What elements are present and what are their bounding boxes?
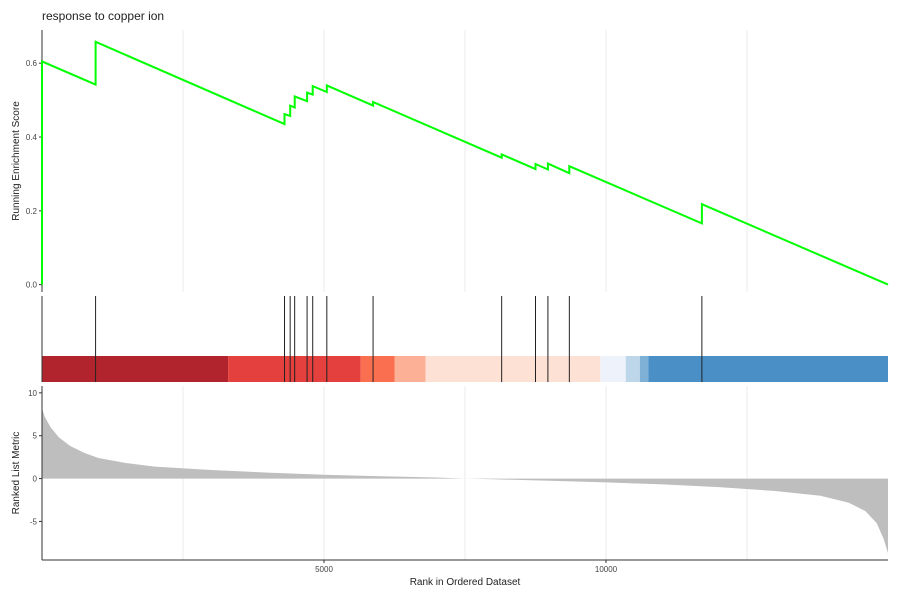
running-score-y-tick-label: 0.2 — [26, 207, 38, 216]
gene-hit-markers — [41, 296, 703, 382]
running-score-y-title: Running Enrichment Score — [11, 101, 22, 221]
running-score-y-tick-label: 0.6 — [26, 59, 38, 68]
ranked-metric-grid — [182, 386, 748, 560]
gene-hits-panel — [41, 296, 888, 382]
running-score-y-tick-label: 0.4 — [26, 133, 38, 142]
color-band-segment — [425, 356, 601, 382]
ranked-metric-y-ticks: -5 0 5 10 — [28, 389, 42, 526]
ranked-metric-y-tick-label: 10 — [28, 389, 37, 398]
color-band-segment — [639, 356, 649, 382]
x-axis-tick-label: 5000 — [315, 565, 333, 574]
ranked-metric-y-tick-label: 5 — [33, 432, 38, 441]
chart-title: response to copper ion — [42, 9, 164, 23]
color-band-segment — [360, 356, 395, 382]
running-score-y-ticks: 0.0 0.2 0.4 0.6 — [26, 59, 42, 290]
color-band-segment — [625, 356, 640, 382]
ranked-metric-x-ticks: 5000 10000 — [315, 560, 618, 574]
running-score-panel: 0.0 0.2 0.4 0.6 Running Enrichment Score — [11, 30, 889, 292]
ranked-metric-y-tick-label: 0 — [33, 475, 38, 484]
ranked-metric-panel: -5 0 5 10 5000 10000 Ranked List Metric Rank… — [11, 386, 888, 588]
x-axis-tick-label: 10000 — [595, 565, 618, 574]
running-score-line — [41, 40, 889, 286]
color-band-segment — [648, 356, 888, 382]
running-score-grid — [182, 30, 748, 292]
ranked-metric-y-tick-label: -5 — [30, 517, 38, 526]
color-band-segment — [600, 356, 626, 382]
color-band-segment — [394, 356, 426, 382]
ranked-color-band — [42, 356, 888, 382]
ranked-metric-y-title: Ranked List Metric — [11, 432, 22, 515]
x-axis-title: Rank in Ordered Dataset — [410, 577, 521, 588]
running-score-y-tick-label: 0.0 — [26, 281, 38, 290]
color-band-segment — [42, 356, 229, 382]
ranked-metric-area — [42, 408, 888, 554]
